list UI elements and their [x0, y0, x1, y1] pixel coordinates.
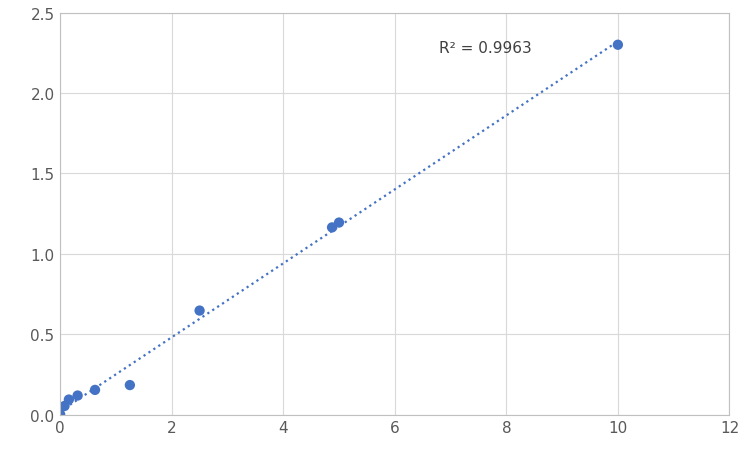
Point: [63, 396, 75, 403]
Point: [124, 382, 136, 389]
Point: [333, 220, 345, 227]
Point: [612, 42, 624, 49]
Point: [326, 224, 338, 231]
Point: [59, 402, 71, 410]
Point: [193, 307, 205, 314]
Point: [54, 411, 66, 418]
Text: R² = 0.9963: R² = 0.9963: [439, 41, 532, 56]
Point: [71, 392, 83, 399]
Point: [89, 387, 101, 394]
